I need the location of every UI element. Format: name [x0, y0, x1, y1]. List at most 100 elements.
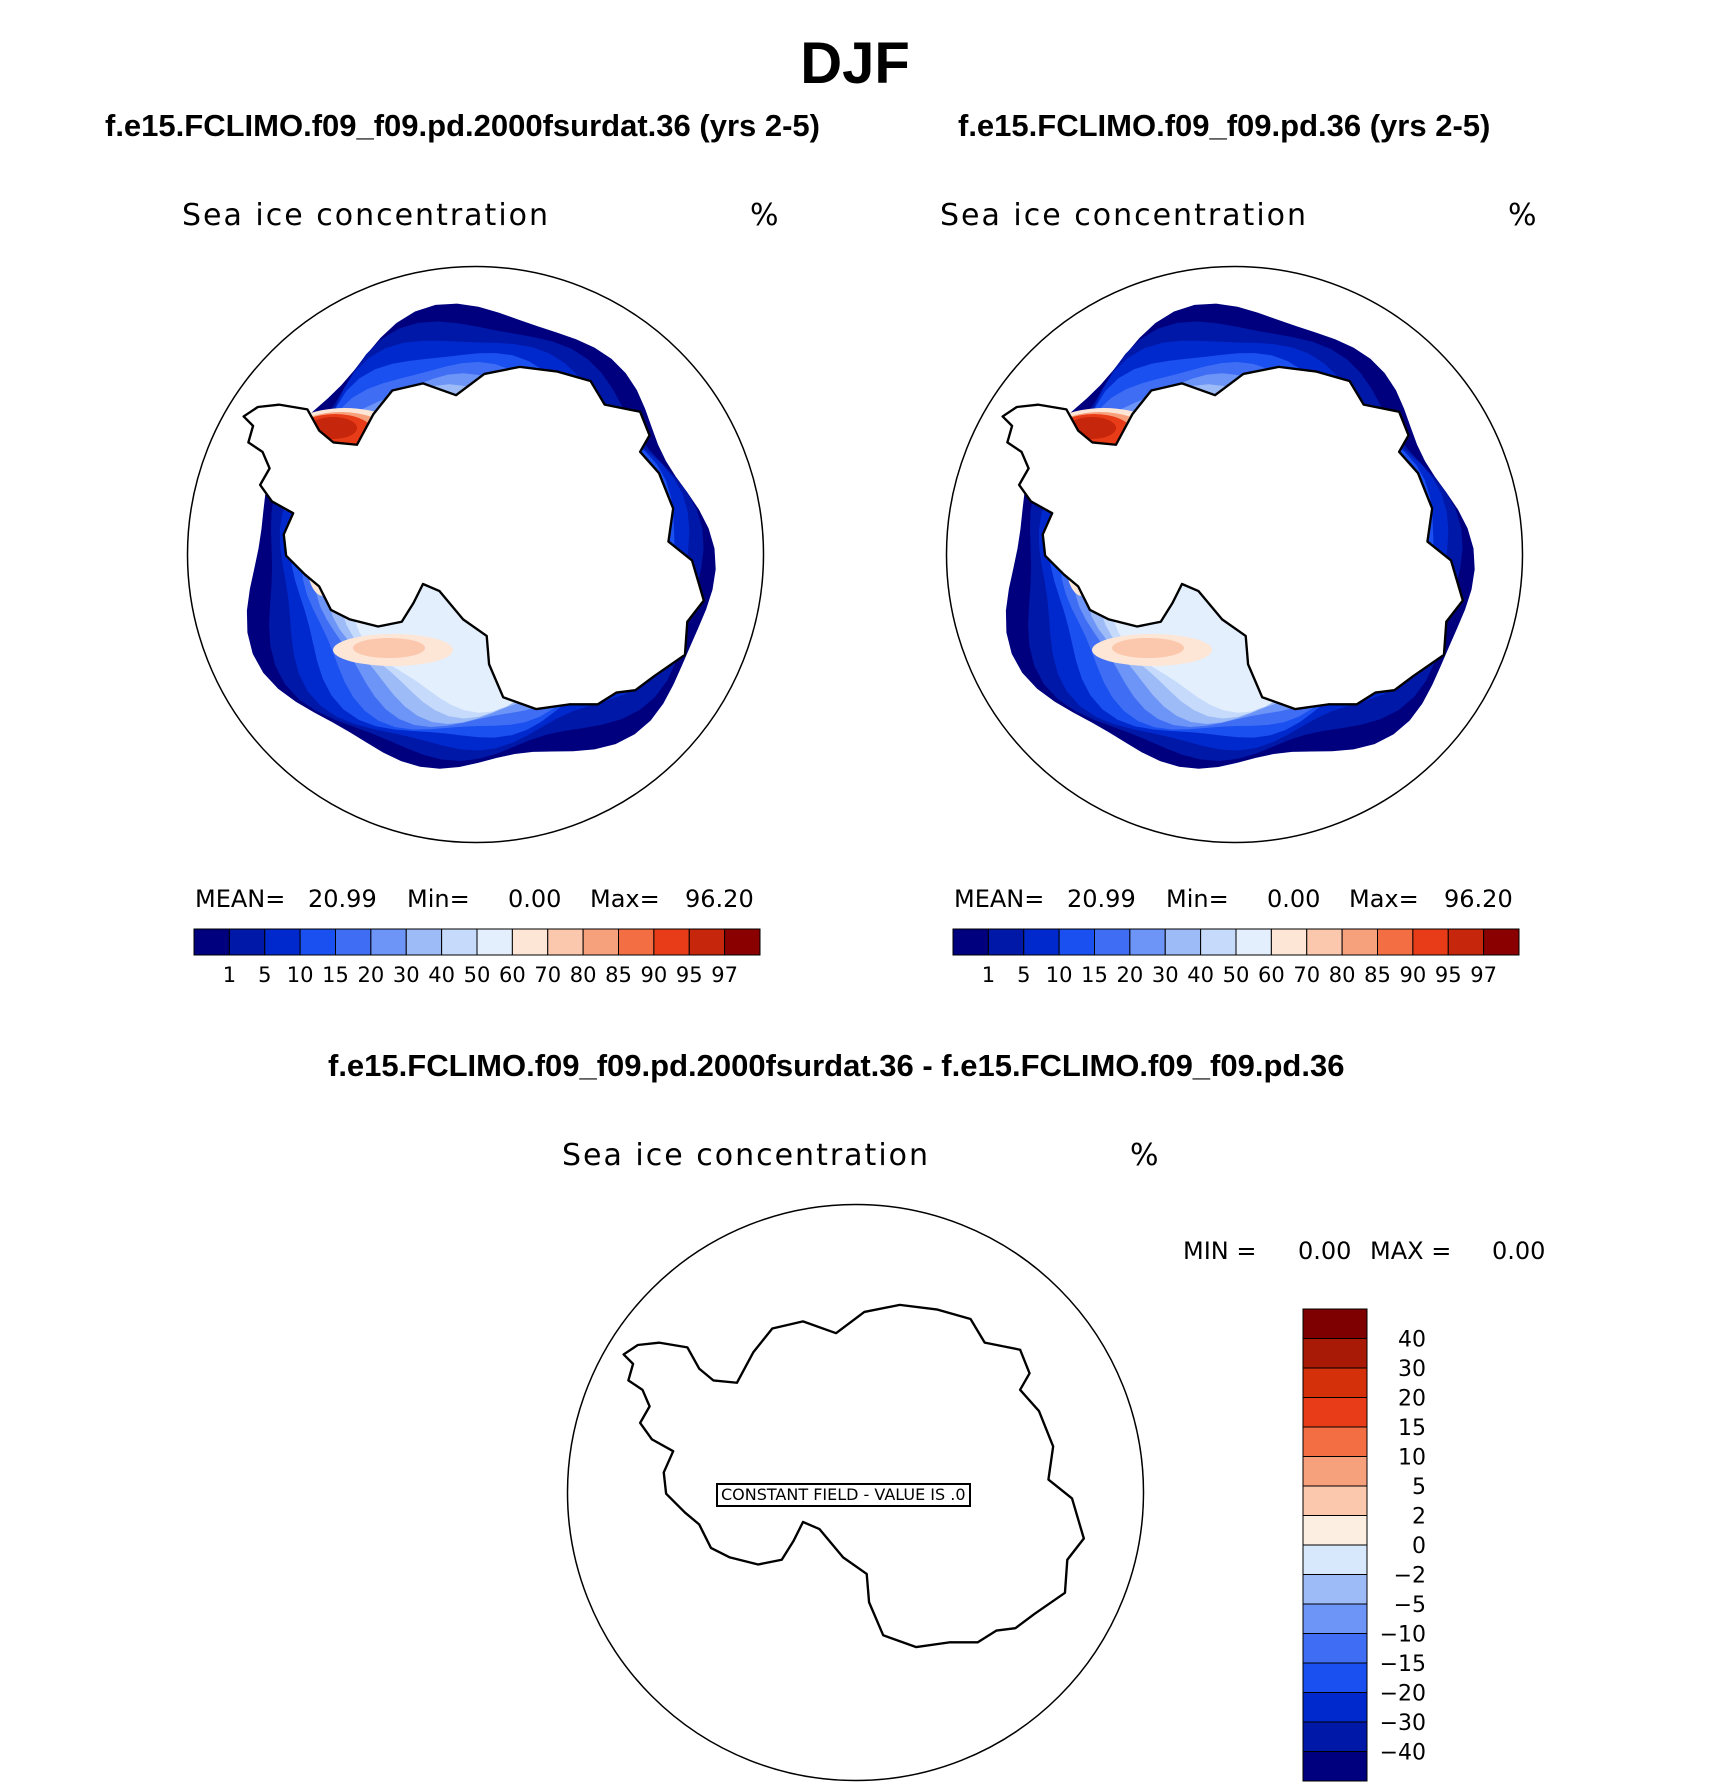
- right-colorbar-cell-4: [1058, 928, 1095, 956]
- left-colorbar-cell-7: [405, 928, 443, 956]
- left-colorbar-cell-4: [299, 928, 336, 956]
- left-colorbar-tick-label: 5: [258, 963, 271, 987]
- diff-colorbar-tick-label: 0: [1412, 1534, 1426, 1559]
- left-max-value: 96.20: [685, 885, 754, 913]
- diff-colorbar-cell-14: [1302, 1367, 1368, 1398]
- left-colorbar-tick-label: 30: [393, 963, 420, 987]
- diff-colorbar-tick-label: 5: [1412, 1475, 1426, 1500]
- right-antarctica-coastline: [1001, 365, 1465, 711]
- left-colorbar-tick-label: 70: [534, 963, 561, 987]
- diff-colorbar-cell-16: [1302, 1308, 1368, 1339]
- diff-colorbar-tick-label: −20: [1380, 1682, 1426, 1707]
- right-colorbar-tick-label: 15: [1081, 963, 1108, 987]
- diff-max-value: 0.00: [1492, 1237, 1546, 1265]
- diff-colorbar-tick-label: 2: [1412, 1505, 1426, 1530]
- right-colorbar-cell-13: [1377, 928, 1414, 956]
- right-colorbar-cell-9: [1235, 928, 1272, 956]
- right-colorbar-tick-label: 60: [1258, 963, 1285, 987]
- right-colorbar-tick-label: 95: [1435, 963, 1462, 987]
- left-min-label: Min=: [407, 885, 470, 913]
- right-colorbar-cell-6: [1129, 928, 1166, 956]
- diff-min-label: MIN =: [1183, 1237, 1257, 1265]
- left-colorbar-cell-11: [547, 928, 584, 956]
- diff-colorbar-cell-15: [1302, 1338, 1368, 1369]
- left-colorbar-tick-label: 80: [570, 963, 597, 987]
- diff-colorbar-cell-4: [1302, 1662, 1368, 1693]
- left-colorbar-cell-15: [688, 928, 726, 956]
- right-colorbar: 1 5 10 15 20 30 40 50 60 70 80 85 90 95 97: [952, 928, 1520, 987]
- left-warm-patch-6: [353, 638, 425, 658]
- diff-colorbar-cell-10: [1302, 1485, 1368, 1516]
- left-colorbar-cell-6: [370, 928, 407, 956]
- right-mean-value: 20.99: [1067, 885, 1136, 913]
- left-units-label: %: [750, 198, 779, 233]
- diff-colorbar-cell-1: [1302, 1751, 1368, 1782]
- left-colorbar-tick-label: 60: [499, 963, 526, 987]
- right-colorbar-tick-label: 20: [1117, 963, 1144, 987]
- diff-colorbar-cell-13: [1302, 1397, 1368, 1428]
- right-case-title: f.e15.FCLIMO.f09_f09.pd.36 (yrs 2-5): [958, 108, 1491, 143]
- diff-colorbar-tick-label: −30: [1380, 1711, 1426, 1736]
- right-colorbar-cell-16: [1483, 928, 1520, 956]
- diff-colorbar-cell-6: [1302, 1603, 1368, 1634]
- diff-colorbar-tick-label: −40: [1380, 1741, 1426, 1766]
- diff-colorbar-cell-5: [1302, 1633, 1368, 1664]
- right-colorbar-cell-5: [1094, 928, 1131, 956]
- diff-colorbar-tick-label: −5: [1394, 1593, 1426, 1618]
- right-min-value: 0.00: [1267, 885, 1321, 913]
- right-max-value: 96.20: [1444, 885, 1513, 913]
- left-colorbar: 1 5 10 15 20 30 40 50 60 70 80 85 90 95 97: [193, 928, 761, 987]
- season-title: DJF: [800, 31, 910, 96]
- left-mean-value: 20.99: [308, 885, 377, 913]
- right-colorbar-cell-14: [1412, 928, 1449, 956]
- right-colorbar-cell-10: [1270, 928, 1308, 956]
- right-polar-map: [945, 265, 1524, 844]
- diff-colorbar-cell-2: [1302, 1721, 1368, 1752]
- right-colorbar-tick-label: 97: [1470, 963, 1497, 987]
- right-mean-label: MEAN=: [954, 885, 1045, 913]
- right-variable-label: Sea ice concentration: [940, 198, 1309, 233]
- right-colorbar-tick-label: 80: [1329, 963, 1356, 987]
- left-mean-label: MEAN=: [195, 885, 286, 913]
- left-colorbar-cell-5: [335, 928, 372, 956]
- left-colorbar-cell-10: [511, 928, 549, 956]
- diff-colorbar-cell-11: [1302, 1456, 1368, 1487]
- constant-field-label: CONSTANT FIELD - VALUE IS .0: [716, 1483, 971, 1507]
- right-map-border: [945, 265, 1524, 844]
- right-colorbar-tick-label: 30: [1152, 963, 1179, 987]
- left-colorbar-cell-14: [653, 928, 690, 956]
- left-colorbar-tick-label: 95: [676, 963, 703, 987]
- diff-colorbar-tick-label: −2: [1394, 1564, 1426, 1589]
- diff-colorbar-tick-label: 40: [1398, 1328, 1426, 1353]
- left-polar-map: [186, 265, 765, 844]
- diff-colorbar-tick-label: −15: [1380, 1652, 1426, 1677]
- diff-colorbar-cell-9: [1302, 1515, 1368, 1546]
- left-colorbar-tick-label: 40: [428, 963, 455, 987]
- right-colorbar-tick-label: 50: [1223, 963, 1250, 987]
- right-colorbar-cell-8: [1200, 928, 1237, 956]
- right-colorbar-cell-7: [1164, 928, 1202, 956]
- right-colorbar-tick-label: 90: [1400, 963, 1427, 987]
- diff-colorbar-tick-label: 15: [1398, 1416, 1426, 1441]
- diff-case-title: f.e15.FCLIMO.f09_f09.pd.2000fsurdat.36 -…: [328, 1048, 1345, 1083]
- left-variable-label: Sea ice concentration: [182, 198, 551, 233]
- right-warm-patch-6: [1112, 638, 1184, 658]
- left-colorbar-tick-label: 50: [464, 963, 491, 987]
- diff-colorbar-tick-label: −10: [1380, 1623, 1426, 1648]
- left-colorbar-tick-label: 10: [287, 963, 314, 987]
- left-colorbar-tick-label: 1: [223, 963, 236, 987]
- left-colorbar-tick-label: 97: [711, 963, 738, 987]
- left-antarctica-coastline: [242, 365, 706, 711]
- left-min-value: 0.00: [508, 885, 562, 913]
- diff-colorbar-tick-label: 30: [1398, 1357, 1426, 1382]
- diff-antarctica-coastline: [622, 1303, 1086, 1649]
- right-colorbar-tick-label: 10: [1046, 963, 1073, 987]
- right-colorbar-tick-label: 1: [982, 963, 995, 987]
- diff-colorbar-tick-label: 10: [1398, 1446, 1426, 1471]
- diff-colorbar-cell-8: [1302, 1544, 1368, 1575]
- right-colorbar-cell-3: [1023, 928, 1060, 956]
- left-colorbar-cell-1: [193, 928, 230, 956]
- right-colorbar-tick-label: 5: [1017, 963, 1030, 987]
- right-colorbar-tick-label: 70: [1293, 963, 1320, 987]
